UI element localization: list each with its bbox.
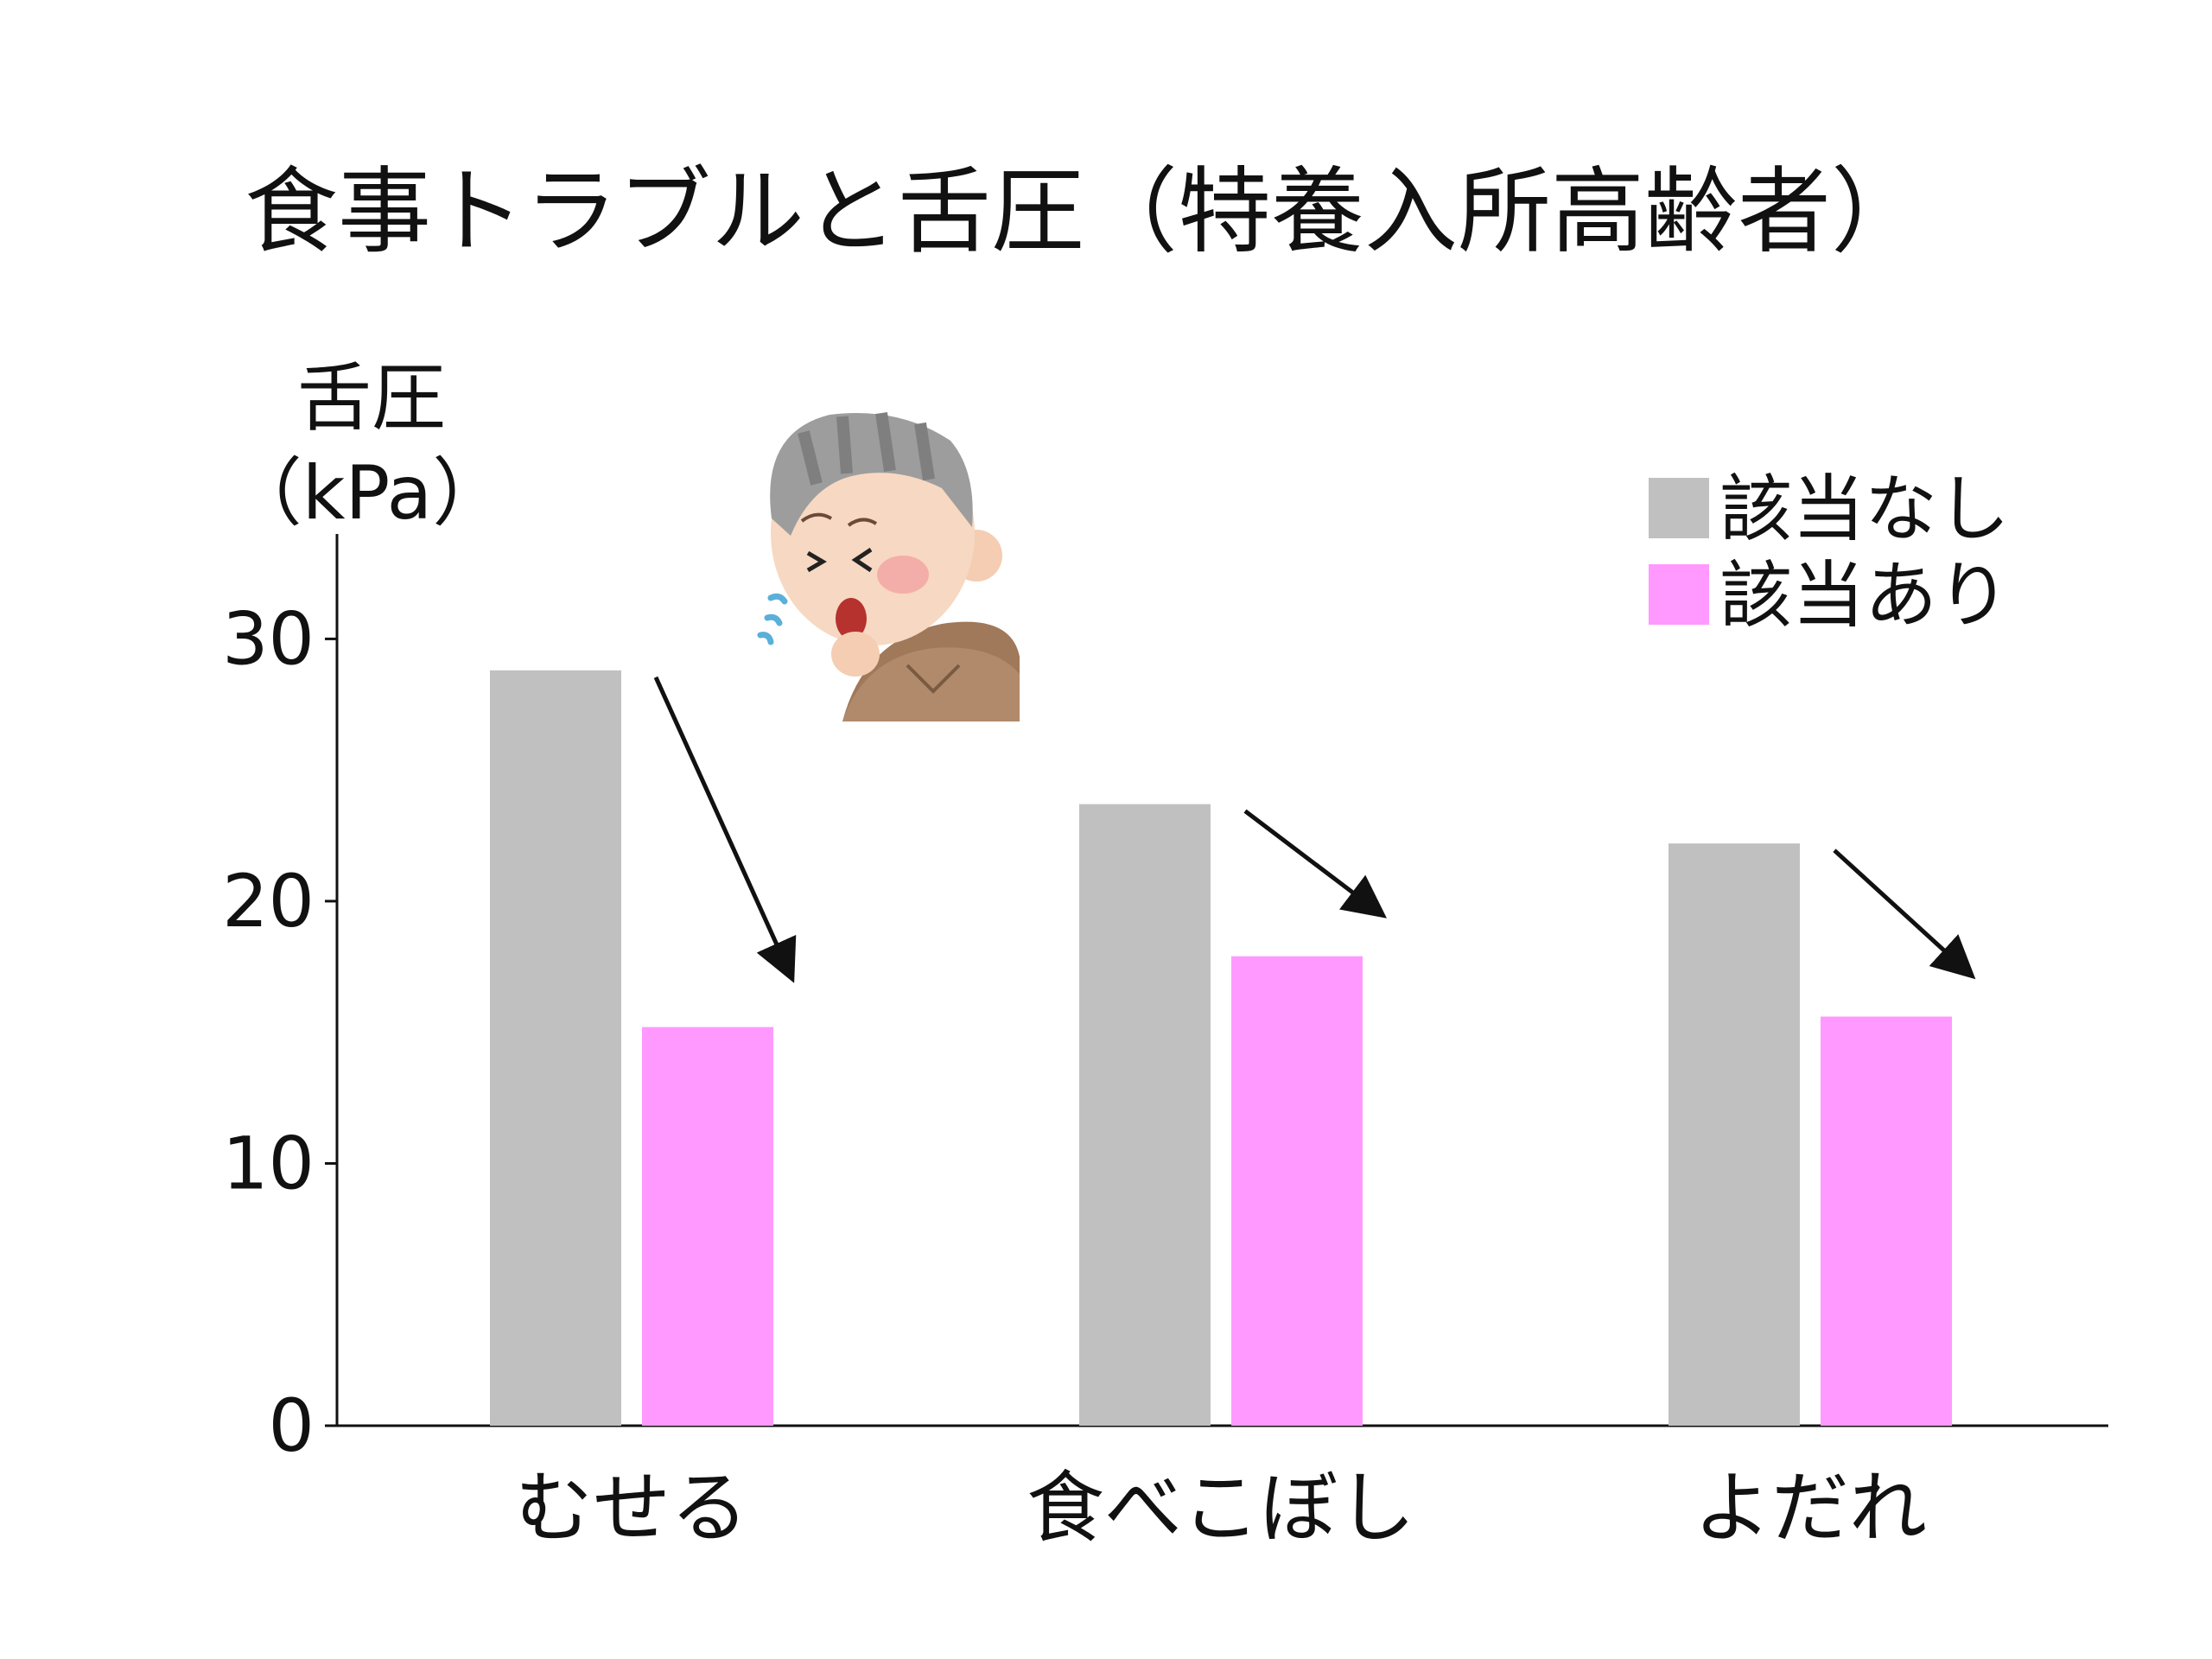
category-label: 食べこぼし — [1027, 1463, 1415, 1554]
bar-none-2 — [1079, 804, 1211, 1426]
decrease-arrow — [1243, 809, 1387, 918]
decrease-arrow — [1833, 849, 1976, 980]
bars — [490, 670, 1952, 1426]
bar-none-3 — [1669, 843, 1800, 1426]
bar-applicable-2 — [1231, 956, 1363, 1426]
legend-swatch-series-2 — [1649, 564, 1709, 625]
legend: 該当なし 該当あり — [1649, 467, 2010, 638]
bar-applicable-3 — [1821, 1016, 1952, 1426]
y-tick-label: 0 — [269, 1383, 315, 1468]
y-tick-label: 30 — [222, 596, 315, 681]
y-ticks: 0 10 20 30 — [222, 596, 337, 1468]
decrease-arrows — [653, 676, 1976, 983]
category-label: むせる — [515, 1463, 748, 1554]
legend-label-series-1: 該当なし — [1719, 467, 2010, 551]
decrease-arrow — [653, 676, 797, 983]
y-tick-label: 20 — [222, 859, 315, 944]
legend-label-series-2: 該当あり — [1719, 553, 2010, 638]
category-labels: むせる 食べこぼし よだれ — [515, 1463, 1927, 1554]
category-label: よだれ — [1694, 1463, 1927, 1554]
y-axis-unit: （kPa） — [228, 450, 507, 537]
legend-swatch-series-1 — [1649, 478, 1709, 538]
coughing-elderly-man-icon — [757, 411, 1020, 721]
bar-none-1 — [490, 670, 621, 1426]
y-tick-label: 10 — [222, 1121, 315, 1205]
bar-applicable-1 — [642, 1027, 773, 1426]
chart-title: 食事トラブルと舌圧（特養入所高齢者） — [245, 158, 1924, 266]
y-axis-label: 舌圧 — [297, 355, 446, 442]
